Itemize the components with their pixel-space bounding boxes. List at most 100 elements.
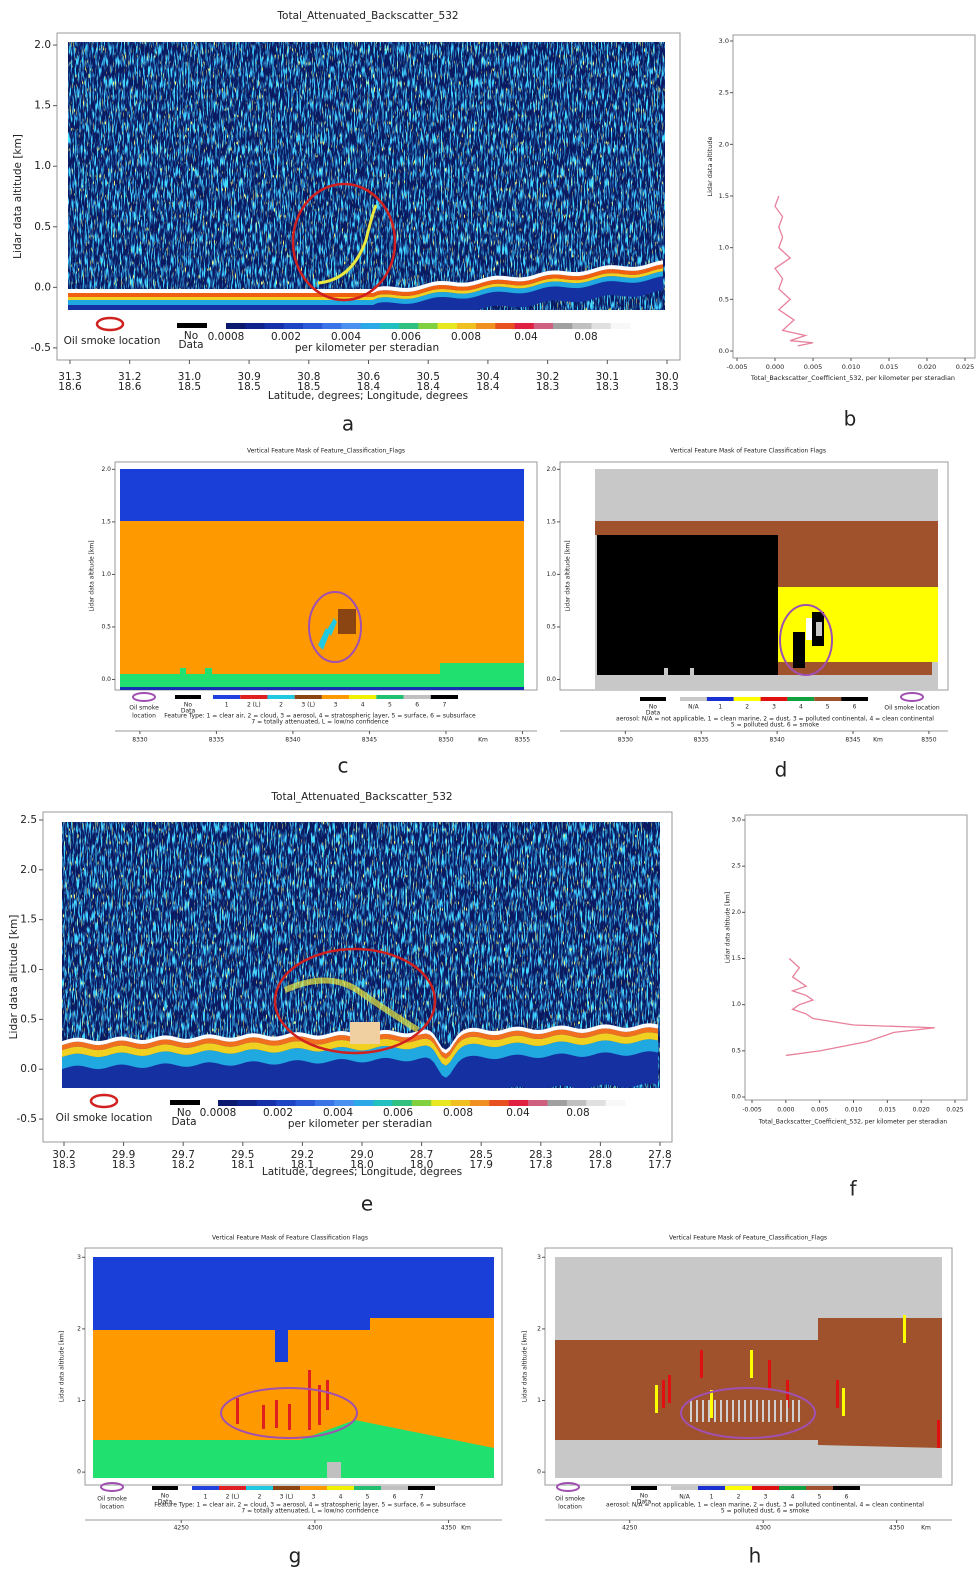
feature [780, 1400, 782, 1422]
colorbar-cell [489, 1100, 510, 1106]
feature [937, 1420, 940, 1448]
y-tick-label: 3 [537, 1254, 541, 1261]
no-data-label: Data [178, 339, 203, 351]
feature [778, 535, 938, 587]
x-tick-label: 8330 [132, 737, 147, 744]
x-tick-label: 8335 [209, 737, 224, 744]
y-axis-label: Lidar data altitude [km] [565, 540, 572, 611]
colorbar-cell [408, 1486, 435, 1490]
no-data-swatch [631, 1486, 657, 1490]
colorbar-cell [533, 323, 554, 329]
x-tick-label: 8345 [362, 737, 377, 744]
y-tick-label: 2.5 [719, 89, 729, 97]
no-data-label: No [177, 1107, 191, 1119]
x-tick-label: 8345 [845, 737, 860, 744]
y-tick-label: 1.0 [101, 571, 111, 578]
colorbar-cell [566, 1100, 587, 1106]
feature [655, 1385, 658, 1413]
legend-label: location [132, 713, 156, 720]
colorbar-cell [610, 323, 631, 329]
colorbar-cell [671, 1486, 698, 1490]
colorbar-cell [403, 695, 431, 699]
x-tick-label-lon: 18.1 [231, 1159, 254, 1171]
feature [762, 1400, 764, 1422]
no-data-label: No [640, 1493, 648, 1500]
colorbar-label: 2 [279, 702, 283, 709]
x-tick-label: 0.025 [946, 1107, 963, 1114]
colorbar-label: 2 [258, 1494, 262, 1501]
legend-symbol [100, 1482, 124, 1492]
colorbar-cell [411, 1100, 432, 1106]
x-tick-label: 0.010 [845, 1107, 862, 1114]
y-tick-label: 0 [77, 1469, 81, 1476]
colorbar-cell [349, 695, 377, 699]
colorbar-label: 0.0008 [200, 1107, 237, 1119]
colorbar-label: 0.008 [451, 331, 481, 343]
feature [696, 1400, 698, 1422]
colorbar-cell [341, 323, 362, 329]
colorbar-label: 0.004 [331, 331, 361, 343]
x-tick-label: 30.9 [237, 371, 260, 383]
y-tick-label: 3.0 [719, 37, 729, 45]
x-tick-label-lon: 18.6 [58, 381, 82, 393]
x-tick-label-lon: 18.3 [536, 381, 559, 393]
feature [842, 1388, 845, 1416]
x-axis-label: Latitude, degrees; Longitude, degrees [262, 1166, 462, 1178]
feature [786, 1400, 788, 1422]
y-tick-label: 1 [77, 1397, 81, 1404]
colorbar-cell [779, 1486, 806, 1490]
feature [664, 668, 668, 675]
colorbar-label: 0.004 [323, 1107, 353, 1119]
y-tick-label: 2.0 [546, 466, 556, 473]
x-tick-label: 8340 [769, 737, 784, 744]
y-axis-label: Lidar data altitude [km] [522, 1331, 529, 1402]
colorbar-cell [379, 323, 400, 329]
x-tick-label-lon: 18.4 [417, 381, 441, 393]
x-tick-label: 29.5 [231, 1149, 254, 1161]
panel-label: c [338, 754, 349, 778]
colorbar-cell [437, 323, 458, 329]
legend-label: Oil smoke [129, 705, 159, 712]
x-tick-label: 8335 [694, 737, 709, 744]
feature [710, 1390, 713, 1418]
feature [756, 1400, 758, 1422]
x-tick-label: 28.3 [529, 1149, 552, 1161]
panel-label: b [844, 407, 857, 431]
feature [327, 618, 337, 636]
y-tick-label: 1.0 [20, 964, 37, 976]
legend-label: location [558, 1504, 582, 1511]
x-tick-label-lon: 17.8 [529, 1159, 552, 1171]
colorbar-cell [752, 1486, 779, 1490]
surface-layer [62, 1039, 658, 1078]
feature [744, 1400, 746, 1422]
feature [738, 1400, 740, 1422]
feature [903, 1315, 906, 1343]
panel-label: e [361, 1192, 373, 1216]
panel-label: f [849, 1177, 857, 1201]
feature [700, 1350, 703, 1378]
legend-symbol [132, 692, 156, 702]
feature [792, 1400, 794, 1422]
feature [708, 1400, 710, 1422]
colorbar-label: 0.08 [574, 331, 597, 343]
smoke-streak [317, 204, 378, 285]
surface-layer [68, 260, 663, 293]
colorbar-cell [430, 695, 458, 699]
no-data-swatch [170, 1100, 200, 1105]
colorbar-label: 6 [393, 1494, 397, 1501]
y-tick-label: 3.0 [731, 817, 741, 824]
colorbar-cell [295, 1100, 316, 1106]
colorbar-label: 1 [710, 1494, 714, 1501]
colorbar-cell [300, 1486, 327, 1490]
colorbar-cell [586, 1100, 607, 1106]
colorbar-cell [508, 1100, 529, 1106]
x-tick-label: 0.005 [804, 363, 823, 371]
x-tick-label: -0.005 [727, 363, 748, 371]
colorbar-cell [373, 1100, 393, 1106]
colorbar-label: 6 [853, 704, 857, 711]
colorbar-cell [321, 695, 350, 699]
colorbar-cell [706, 697, 734, 701]
colorbar-label: 0.04 [514, 331, 538, 343]
y-tick-label: 1.0 [731, 1001, 741, 1008]
x-unit: Km [921, 1525, 931, 1532]
